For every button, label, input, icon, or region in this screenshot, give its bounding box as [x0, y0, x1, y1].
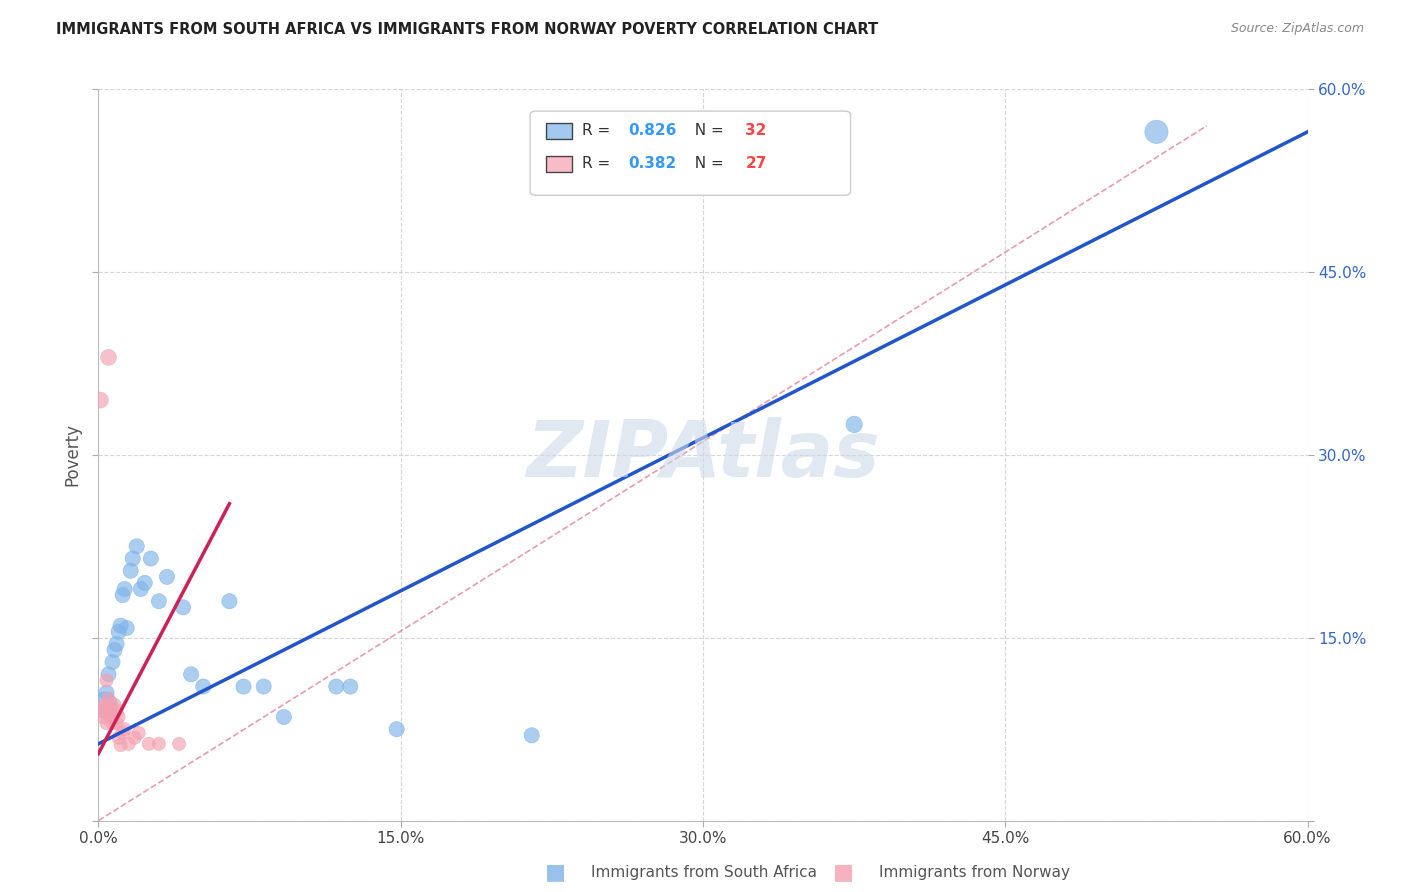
Text: N =: N =: [685, 123, 728, 138]
Point: [180, 667, 202, 681]
Text: Source: ZipAtlas.com: Source: ZipAtlas.com: [1230, 22, 1364, 36]
Point: [325, 680, 347, 694]
Point: [91, 710, 114, 724]
Text: R =: R =: [582, 156, 616, 171]
Point: [138, 737, 160, 751]
Point: [107, 710, 129, 724]
Point: [97, 698, 120, 712]
Point: [218, 594, 240, 608]
Point: [103, 698, 125, 712]
Text: 32: 32: [745, 123, 766, 138]
Point: [148, 594, 170, 608]
Point: [115, 621, 138, 635]
Point: [193, 680, 215, 694]
Point: [110, 738, 132, 752]
Point: [167, 737, 190, 751]
Point: [93, 698, 115, 712]
Text: R =: R =: [582, 123, 616, 138]
Point: [96, 673, 118, 688]
Point: [148, 737, 170, 751]
Point: [232, 680, 254, 694]
Point: [97, 691, 120, 706]
Point: [129, 582, 152, 596]
Point: [114, 723, 136, 737]
Point: [385, 723, 408, 737]
Point: [844, 417, 866, 432]
Point: [125, 539, 148, 553]
Point: [105, 704, 128, 718]
Point: [134, 576, 156, 591]
Text: ■: ■: [546, 863, 565, 882]
Point: [1146, 125, 1168, 139]
Point: [103, 643, 125, 657]
Text: ■: ■: [834, 863, 853, 882]
Point: [101, 655, 124, 669]
Point: [105, 637, 128, 651]
Point: [114, 582, 136, 596]
Text: IMMIGRANTS FROM SOUTH AFRICA VS IMMIGRANTS FROM NORWAY POVERTY CORRELATION CHART: IMMIGRANTS FROM SOUTH AFRICA VS IMMIGRAN…: [56, 22, 879, 37]
Point: [520, 728, 543, 742]
Point: [105, 716, 128, 731]
Text: Immigrants from Norway: Immigrants from Norway: [879, 865, 1070, 880]
FancyBboxPatch shape: [546, 123, 572, 139]
Point: [121, 551, 143, 566]
Point: [339, 680, 361, 694]
Point: [101, 710, 124, 724]
FancyBboxPatch shape: [546, 156, 572, 172]
Point: [156, 570, 179, 584]
Text: ZIPAtlas: ZIPAtlas: [526, 417, 880, 493]
Point: [128, 726, 150, 740]
Point: [97, 351, 120, 365]
Point: [100, 710, 122, 724]
Point: [120, 564, 142, 578]
Point: [111, 588, 134, 602]
FancyBboxPatch shape: [530, 112, 851, 195]
Point: [89, 392, 111, 407]
Y-axis label: Poverty: Poverty: [63, 424, 82, 486]
Point: [172, 600, 194, 615]
Point: [101, 716, 124, 731]
Point: [97, 667, 120, 681]
Text: 27: 27: [745, 156, 766, 171]
Text: 0.382: 0.382: [628, 156, 676, 171]
Text: 0.826: 0.826: [628, 123, 676, 138]
Point: [124, 731, 146, 745]
Point: [100, 704, 122, 718]
Point: [96, 686, 118, 700]
Point: [96, 716, 118, 731]
Point: [107, 731, 129, 745]
Point: [111, 726, 134, 740]
Point: [253, 680, 276, 694]
Point: [107, 624, 129, 639]
Point: [273, 710, 295, 724]
Point: [89, 704, 111, 718]
Point: [110, 618, 132, 632]
Point: [118, 737, 141, 751]
Text: N =: N =: [685, 156, 728, 171]
Point: [139, 551, 162, 566]
Point: [93, 698, 115, 712]
Text: Immigrants from South Africa: Immigrants from South Africa: [591, 865, 817, 880]
